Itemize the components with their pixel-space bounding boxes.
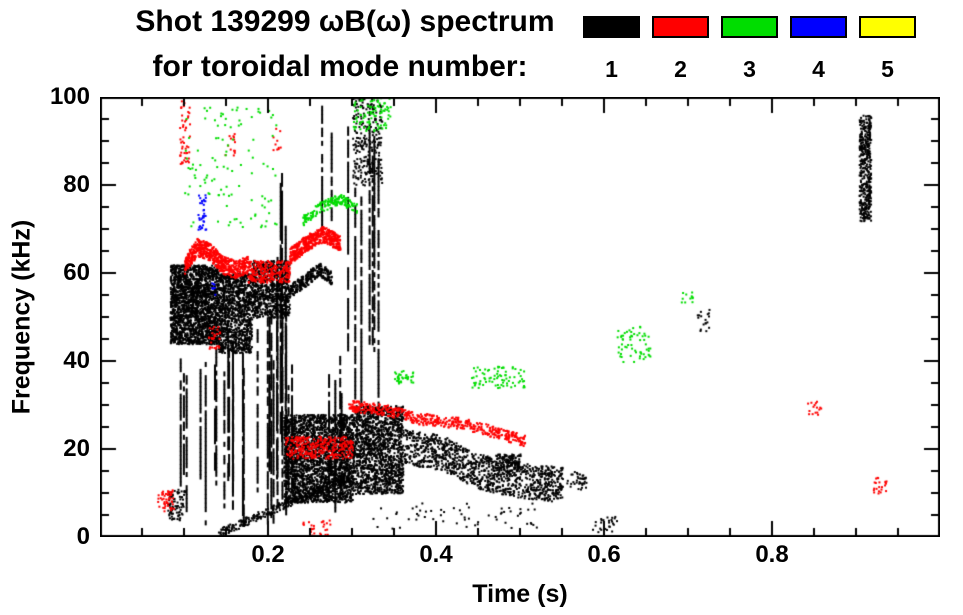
x-axis-label: Time (s) [472, 580, 568, 608]
x-tick-label-0.6: 0.6 [587, 541, 621, 568]
y-tick-label-40: 40 [63, 347, 90, 374]
x-tick-label-0.2: 0.2 [251, 541, 285, 568]
legend-numbers: 1 2 3 4 5 [583, 56, 916, 83]
legend-swatch-n1 [583, 16, 640, 38]
y-tick-label-100: 100 [49, 83, 90, 110]
y-axis-label: Frequency (kHz) [7, 219, 36, 415]
figure-title-line1: Shot 139299 ωB(ω) spectrum [135, 5, 555, 38]
x-tick-label-0.8: 0.8 [755, 541, 789, 568]
legend-number-n5: 5 [881, 56, 894, 82]
plot-canvas [100, 97, 940, 537]
legend-number-n3: 3 [743, 56, 756, 82]
y-tick-label-0: 0 [76, 523, 90, 550]
figure-title-line2: for toroidal mode number: [152, 50, 528, 83]
legend-swatch-n3 [721, 16, 778, 38]
y-tick-label-20: 20 [63, 435, 90, 462]
legend-number-n4: 4 [812, 56, 825, 82]
legend-swatches [583, 16, 916, 38]
legend-number-n1: 1 [605, 56, 618, 82]
y-tick-label-60: 60 [63, 259, 90, 286]
legend-number-n2: 2 [674, 56, 687, 82]
x-tick-label-0.4: 0.4 [419, 541, 453, 568]
legend-swatch-n4 [790, 16, 847, 38]
legend-swatch-n5 [859, 16, 916, 38]
y-tick-label-80: 80 [63, 171, 90, 198]
legend-swatch-n2 [652, 16, 709, 38]
